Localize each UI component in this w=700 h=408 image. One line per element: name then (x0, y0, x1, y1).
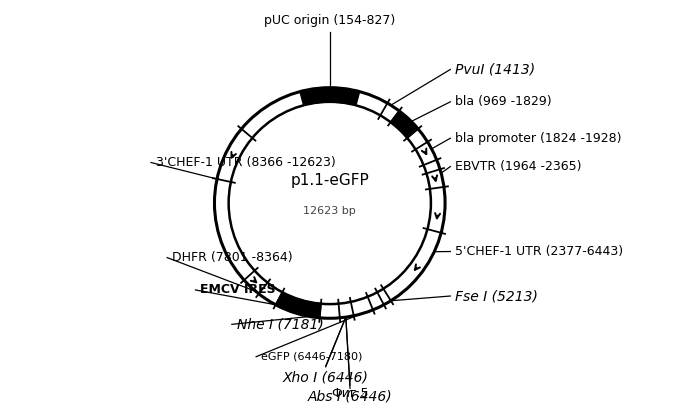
Polygon shape (276, 292, 321, 318)
Text: EBVTR (1964 -2365): EBVTR (1964 -2365) (455, 160, 582, 173)
Text: bla (969 -1829): bla (969 -1829) (455, 95, 552, 109)
Text: EMCV IRES: EMCV IRES (200, 284, 276, 297)
Text: Фиг.5: Фиг.5 (331, 387, 369, 400)
Text: Xho I (6446): Xho I (6446) (283, 371, 369, 385)
Text: Nhe I (7181): Nhe I (7181) (237, 317, 323, 331)
Text: Abs I (6446): Abs I (6446) (308, 390, 392, 404)
Polygon shape (300, 88, 360, 105)
Text: 3'CHEF-1 UTR (8366 -12623): 3'CHEF-1 UTR (8366 -12623) (156, 156, 335, 169)
Text: p1.1-eGFP: p1.1-eGFP (290, 173, 369, 188)
Polygon shape (391, 111, 418, 138)
Text: DHFR (7801 -8364): DHFR (7801 -8364) (172, 251, 293, 264)
Text: 12623 bp: 12623 bp (303, 206, 356, 216)
Text: PvuI (1413): PvuI (1413) (455, 62, 536, 76)
Text: Fse I (5213): Fse I (5213) (455, 289, 538, 303)
Text: eGFP (6446-7180): eGFP (6446-7180) (261, 352, 363, 362)
Text: bla promoter (1824 -1928): bla promoter (1824 -1928) (455, 132, 622, 145)
Text: pUC origin (154-827): pUC origin (154-827) (264, 14, 395, 27)
Text: 5'CHEF-1 UTR (2377-6443): 5'CHEF-1 UTR (2377-6443) (455, 245, 623, 258)
